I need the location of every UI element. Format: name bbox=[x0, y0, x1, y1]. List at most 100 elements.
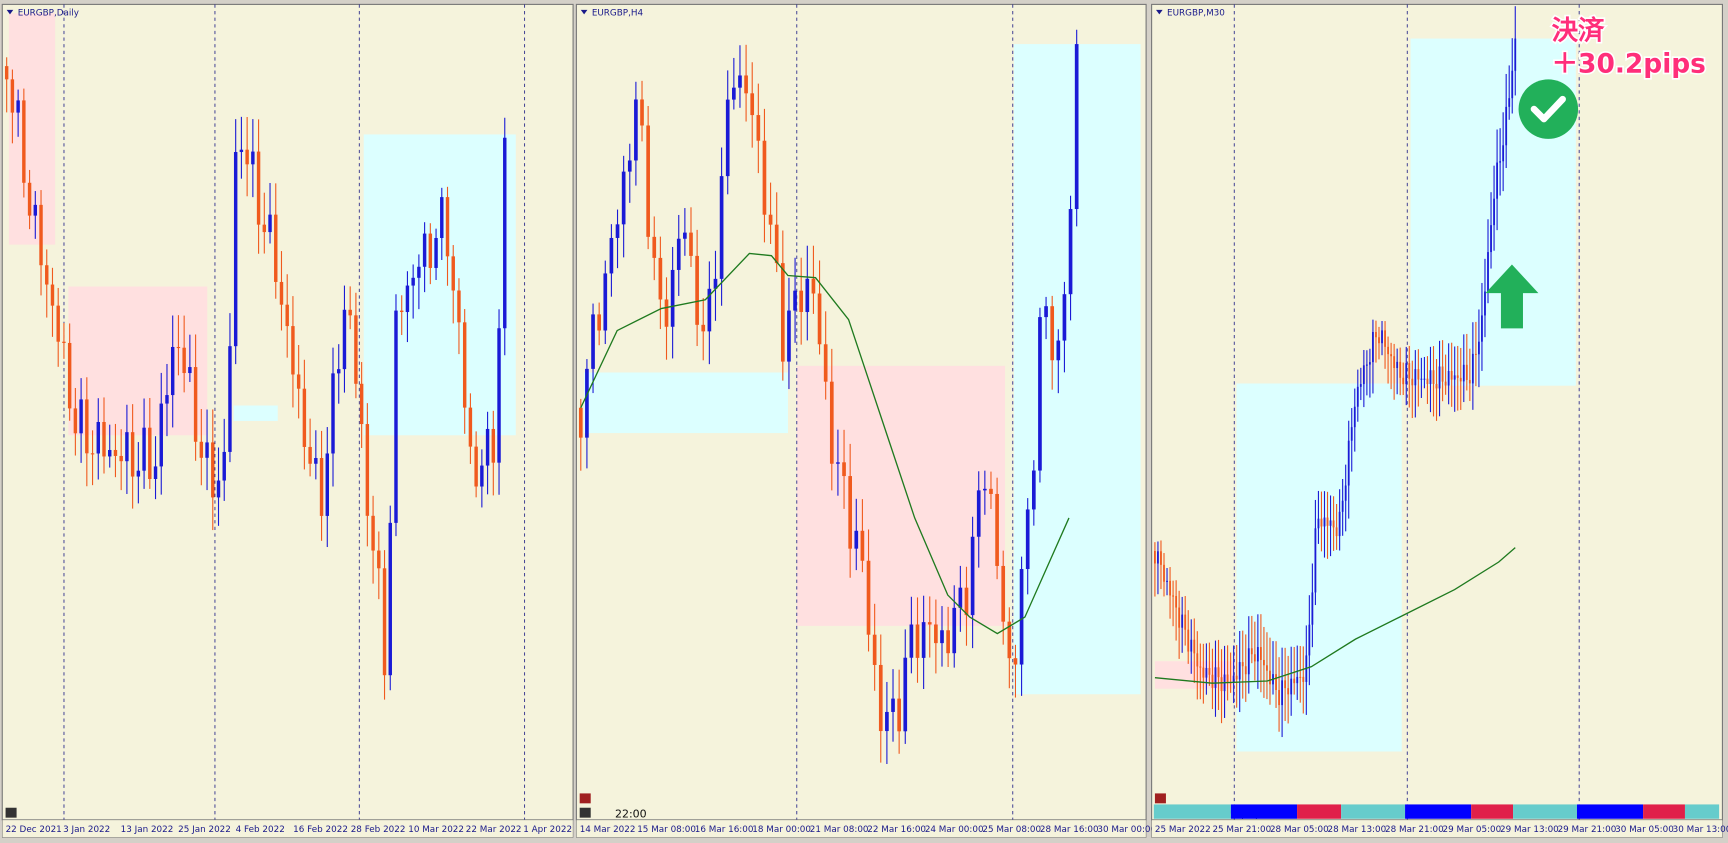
candle-body bbox=[744, 75, 748, 94]
candle-body bbox=[462, 322, 467, 408]
candle-body bbox=[176, 346, 181, 349]
candle-body bbox=[1199, 666, 1202, 668]
candle-body bbox=[1172, 595, 1174, 597]
candle-body bbox=[148, 427, 152, 480]
candle-body bbox=[1214, 667, 1217, 688]
title-marker bbox=[580, 9, 588, 15]
session-bar bbox=[1513, 804, 1577, 819]
session-bar bbox=[1297, 804, 1342, 819]
candle-body bbox=[1375, 332, 1377, 338]
candle-body bbox=[1001, 565, 1006, 622]
candle-body bbox=[302, 388, 307, 447]
x-axis-label: 25 Mar 2022 bbox=[1155, 825, 1211, 835]
zone-box bbox=[68, 286, 208, 436]
candle-body bbox=[1013, 658, 1018, 665]
session-bar bbox=[1684, 804, 1720, 819]
candle-body bbox=[946, 630, 950, 654]
candle-body bbox=[817, 293, 822, 345]
candle-body bbox=[762, 140, 767, 215]
candle-body bbox=[1250, 648, 1253, 655]
candle-body bbox=[634, 99, 638, 161]
candle-body bbox=[1308, 624, 1311, 656]
candle-body bbox=[1347, 440, 1350, 486]
candle-body bbox=[337, 369, 341, 374]
x-axis-label: 3 Jan 2022 bbox=[63, 825, 110, 835]
candle-body bbox=[713, 278, 718, 289]
candle-body bbox=[262, 224, 267, 233]
candle-body bbox=[1208, 667, 1211, 675]
candle-body bbox=[836, 462, 840, 464]
candle-body bbox=[1393, 356, 1396, 369]
candle-body bbox=[1372, 332, 1374, 363]
candle-body bbox=[1456, 375, 1459, 378]
candle-body bbox=[1369, 362, 1371, 365]
candle-body bbox=[331, 373, 335, 454]
candle-body bbox=[222, 451, 226, 481]
candle-body bbox=[1050, 306, 1055, 361]
candle-body bbox=[1247, 648, 1250, 675]
candle-body bbox=[1253, 654, 1256, 662]
moving-average bbox=[580, 252, 1070, 635]
candle-body bbox=[952, 607, 957, 654]
candle-body bbox=[279, 281, 284, 305]
candle-body bbox=[1184, 614, 1187, 630]
candle-body bbox=[1175, 596, 1178, 608]
candle-body bbox=[268, 214, 272, 233]
panel-title: EURGBP,Daily bbox=[18, 8, 79, 18]
x-axis-label: 21 Mar 08:00 bbox=[810, 825, 869, 835]
candle-body bbox=[348, 309, 352, 316]
up-arrow bbox=[1485, 264, 1539, 329]
candle-body bbox=[1471, 353, 1474, 384]
candle-body bbox=[1244, 666, 1247, 675]
candle-body bbox=[4, 66, 9, 80]
candle-body bbox=[56, 305, 60, 342]
candle-body bbox=[491, 428, 496, 463]
candle-body bbox=[1196, 653, 1199, 667]
candle-body bbox=[1438, 366, 1441, 389]
candle-body bbox=[1190, 639, 1193, 652]
candle-body bbox=[1154, 550, 1156, 564]
axis-strip bbox=[1, 819, 574, 838]
candle-body bbox=[683, 232, 687, 239]
candle-body bbox=[640, 99, 644, 126]
candle-body bbox=[1378, 337, 1380, 344]
chart-panel: EURGBP,Daily 22 Dec 2021 3 Jan 2022 13 Jan … bbox=[1, 3, 574, 838]
candle-body bbox=[842, 462, 846, 477]
x-axis-label: 29 Mar 13:00 bbox=[1500, 825, 1559, 835]
candle-body bbox=[256, 151, 261, 225]
candle-body bbox=[1256, 647, 1259, 662]
candle-body bbox=[233, 152, 238, 347]
panel-icon bbox=[579, 793, 591, 804]
candle-body bbox=[354, 315, 358, 384]
candle-body bbox=[1269, 670, 1271, 685]
candle-body bbox=[245, 149, 249, 165]
candle-body bbox=[474, 446, 478, 487]
candle-body bbox=[1181, 614, 1184, 628]
x-axis-label: 25 Mar 21:00 bbox=[1212, 825, 1271, 835]
candle-body bbox=[377, 550, 381, 569]
candle-body bbox=[676, 238, 681, 270]
candle-body bbox=[1314, 528, 1317, 593]
check-icon bbox=[1518, 79, 1579, 139]
candle-body bbox=[995, 493, 999, 566]
candle-body bbox=[308, 446, 312, 464]
candle-body bbox=[342, 309, 347, 370]
x-axis-label: 25 Mar 08:00 bbox=[982, 825, 1041, 835]
candle-body bbox=[970, 536, 975, 616]
candle-body bbox=[422, 233, 427, 267]
candle-body bbox=[1420, 378, 1423, 380]
candle-body bbox=[45, 265, 49, 285]
candle-body bbox=[725, 99, 730, 177]
axis-strip bbox=[576, 819, 1147, 838]
candle-body bbox=[291, 326, 295, 375]
candle-body bbox=[1187, 629, 1190, 652]
candle-body bbox=[1499, 161, 1502, 163]
x-axis-label: 14 Mar 2022 bbox=[580, 825, 636, 835]
candle-body bbox=[1487, 252, 1489, 292]
candle-body bbox=[394, 310, 398, 523]
candle-body bbox=[989, 488, 993, 494]
candle-body bbox=[1444, 381, 1447, 386]
candle-body bbox=[768, 214, 773, 225]
candle-body bbox=[451, 256, 455, 291]
